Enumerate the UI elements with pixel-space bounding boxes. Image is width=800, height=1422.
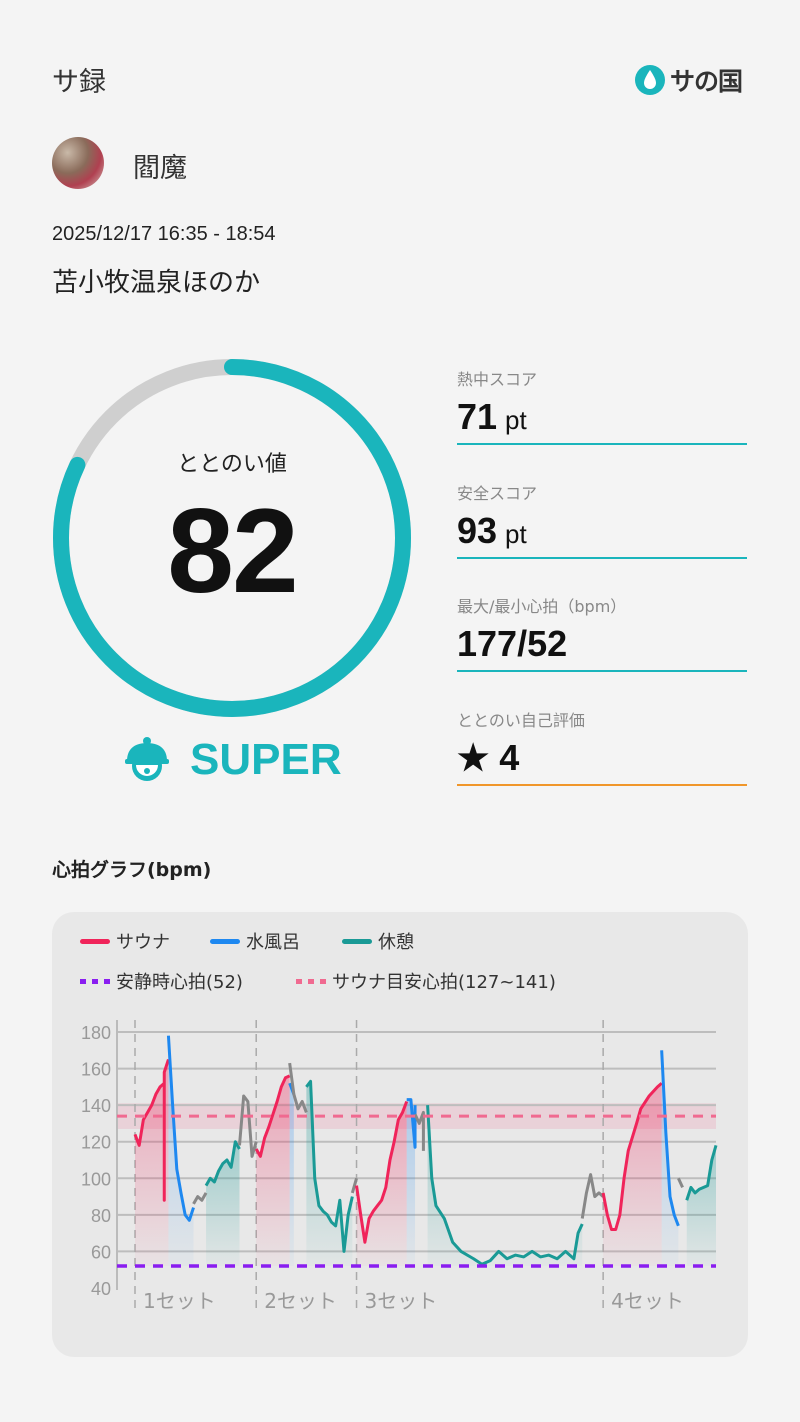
rest-line <box>685 1144 718 1201</box>
heart-rate-chart: 180 160 140 120 100 80 60 40 1セット 2セット 3セット 4セット <box>81 1020 718 1313</box>
legend-swatch <box>296 978 326 984</box>
user-name[interactable]: 閻魔 <box>133 153 187 184</box>
sauna-area <box>135 1059 169 1267</box>
stat-value: ★ 4 <box>457 737 520 778</box>
other-line <box>288 1062 308 1113</box>
cold-line <box>406 1098 417 1149</box>
stat-unit: pt <box>505 519 527 549</box>
legend-rest: 休憩 <box>342 928 414 954</box>
divider <box>457 443 747 445</box>
stat-label: 熱中スコア <box>457 370 538 389</box>
sauna-line <box>601 1082 663 1231</box>
legend-swatch <box>80 978 110 984</box>
sauna-line <box>254 1074 291 1158</box>
y-tick-label: 100 <box>81 1169 111 1189</box>
set-label: 2セット <box>264 1289 337 1313</box>
gauge-progress <box>53 359 411 717</box>
cold-line <box>166 1035 195 1222</box>
legend-sauna: サウナ <box>80 928 170 954</box>
rest-area <box>427 1105 583 1267</box>
stat-value: 177/52 <box>457 623 568 664</box>
rest-line <box>204 1140 241 1187</box>
divider <box>457 557 747 559</box>
stat-value: 93 <box>457 510 498 551</box>
cold-area <box>168 1035 194 1267</box>
y-tick-label: 180 <box>81 1023 111 1043</box>
graph-title: 心拍グラフ(bpm) <box>52 859 212 881</box>
cold-area <box>289 1083 294 1267</box>
cold-area <box>661 1050 679 1267</box>
legend-label: サウナ <box>116 932 170 953</box>
y-tick-label: 120 <box>81 1133 111 1153</box>
cold-line <box>660 1050 680 1227</box>
sauna-area <box>603 1083 662 1267</box>
gauge-value: 82 <box>167 484 298 618</box>
avatar[interactable] <box>52 137 104 189</box>
sauna-line <box>355 1100 409 1244</box>
stat-value: 71 <box>457 396 498 437</box>
stat-safety-score: 安全スコア 93 pt <box>457 476 747 559</box>
set-label: 1セット <box>143 1289 216 1313</box>
legend-resting-hr: 安静時心拍(52) <box>80 968 243 994</box>
stat-label: ととのい自己評価 <box>457 711 585 730</box>
other-line <box>238 1094 258 1158</box>
rest-line <box>426 1105 584 1266</box>
other-line <box>350 1177 358 1194</box>
water-drop-icon <box>635 65 665 95</box>
legend-label: 安静時心拍(52) <box>116 972 243 993</box>
legend-cold: 水風呂 <box>210 928 300 954</box>
logo-text: サの国 <box>670 67 743 96</box>
y-tick-label: 60 <box>91 1242 111 1262</box>
legend-target-hr: サウナ目安心拍(127~141) <box>296 968 556 994</box>
cold-area <box>406 1099 416 1267</box>
brand-logo: サの国 <box>634 62 743 98</box>
app-title: サ録 <box>52 67 106 98</box>
other-line <box>192 1192 208 1205</box>
stat-heart-rate: 最大/最小心拍（bpm） 177/52 <box>457 589 747 672</box>
stat-label: 安全スコア <box>457 484 538 503</box>
legend-label: 水風呂 <box>246 932 300 953</box>
legend-label: サウナ目安心拍(127~141) <box>332 972 556 993</box>
divider <box>457 784 747 786</box>
divider <box>457 670 747 672</box>
legend-swatch <box>210 938 240 944</box>
other-line <box>413 1110 425 1151</box>
y-tick-label: 40 <box>91 1279 111 1299</box>
sauna-hat-face-icon <box>125 737 169 781</box>
stat-label: 最大/最小心拍（bpm） <box>457 597 627 616</box>
stat-heat-score: 熱中スコア 71 pt <box>457 362 747 445</box>
rank-label: SUPER <box>190 735 342 784</box>
other-line <box>580 1173 605 1219</box>
gauge-label: ととのい値 <box>177 452 287 477</box>
other-line <box>677 1177 684 1189</box>
sauna-line <box>133 1058 170 1202</box>
y-tick-label: 160 <box>81 1060 111 1080</box>
rest-area <box>206 1141 240 1267</box>
sauna-area <box>256 1075 290 1267</box>
rank-badge: SUPER <box>122 735 342 785</box>
rest-area <box>686 1145 716 1267</box>
set-label: 4セット <box>611 1289 684 1313</box>
rest-line <box>305 1079 354 1253</box>
score-gauge <box>53 359 411 717</box>
legend-swatch <box>80 938 110 944</box>
venue-name[interactable]: 苫小牧温泉ほのか <box>52 268 261 298</box>
legend-label: 休憩 <box>378 932 414 953</box>
legend-swatch <box>342 938 372 944</box>
stat-unit: pt <box>505 405 527 435</box>
set-label: 3セット <box>365 1289 438 1313</box>
session-datetime: 2025/12/17 16:35 - 18:54 <box>52 223 276 245</box>
y-tick-label: 140 <box>81 1096 111 1116</box>
y-tick-label: 80 <box>91 1206 111 1226</box>
stat-self-rating: ととのい自己評価 ★ 4 <box>457 703 747 786</box>
